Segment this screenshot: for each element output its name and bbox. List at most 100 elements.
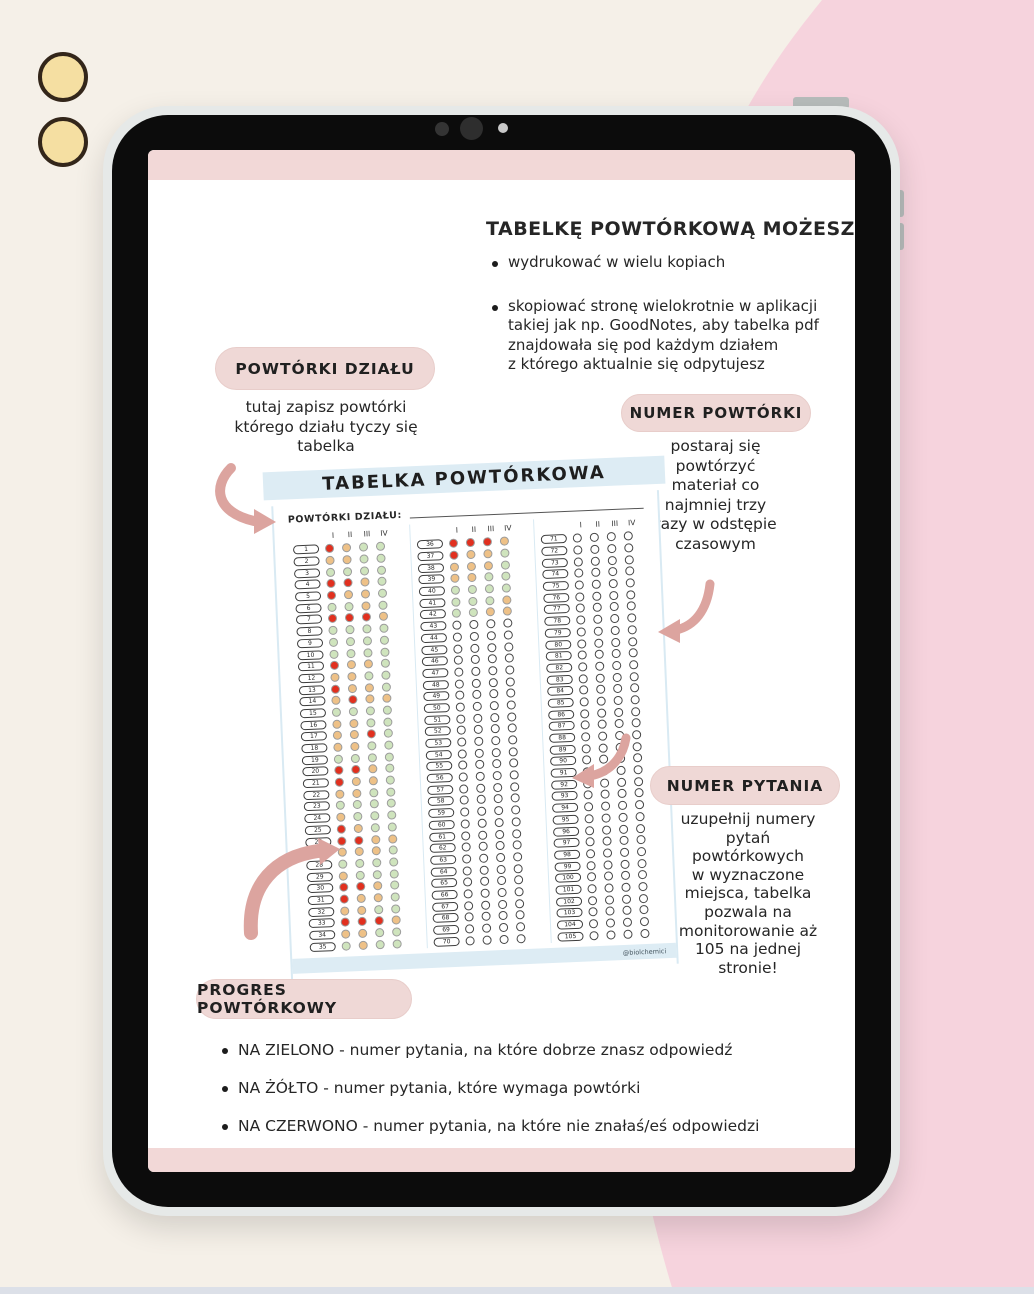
callout-pill-progres: PROGRES POWTÓRKOWY — [196, 979, 412, 1019]
progress-dot-icon — [334, 777, 345, 787]
progress-dot-icon — [622, 917, 633, 927]
progress-dot-icon — [355, 870, 365, 880]
progress-dot-icon — [486, 619, 496, 629]
progress-dot-icon — [484, 572, 494, 582]
question-number-cell: 34 — [309, 930, 336, 941]
progress-dot-icon — [368, 764, 378, 774]
progress-dot-icon — [580, 720, 590, 730]
question-number-cell: 7 — [295, 614, 323, 625]
progress-dot-icon — [392, 938, 402, 949]
progress-dot-icon — [608, 578, 618, 589]
question-number-cell: 37 — [417, 551, 444, 562]
progress-dot-icon — [371, 846, 381, 856]
header-spacer — [292, 531, 318, 541]
progress-dot-icon — [509, 758, 519, 768]
question-number-cell: 68 — [432, 913, 459, 924]
progress-dot-icon — [609, 602, 619, 612]
progress-dot-icon — [381, 670, 391, 680]
question-number-cell: 20 — [302, 766, 329, 777]
progress-dot-icon — [495, 841, 505, 851]
question-number-cell: 14 — [299, 696, 326, 707]
progress-dot-icon — [620, 859, 630, 869]
progress-dot-icon — [357, 905, 367, 915]
progress-dot-icon — [632, 753, 643, 763]
progress-dot-icon — [455, 702, 466, 712]
callout-pill-numer-powtorki: NUMER POWTÓRKI — [621, 394, 811, 432]
question-number-cell: 78 — [544, 616, 571, 627]
front-camera-icon — [460, 117, 483, 140]
decor-circle-icon — [38, 52, 88, 102]
question-number-cell: 71 — [540, 534, 568, 545]
question-number-cell: 82 — [546, 662, 573, 673]
legend-bullet-text: NA ZIELONO - numer pytania, na które dob… — [238, 1041, 733, 1059]
progress-dot-icon — [452, 620, 462, 631]
callout-pill-powtorki-dzialu: POWTÓRKI DZIAŁU — [215, 347, 435, 390]
progress-dot-icon — [391, 903, 401, 914]
legend-bullet-text: NA ŻÓŁTO - numer pytania, które wymaga p… — [238, 1079, 641, 1097]
question-number-cell: 61 — [429, 831, 456, 842]
progress-dot-icon — [368, 776, 379, 786]
progress-dot-icon — [500, 548, 510, 558]
attempt-column-header: I — [455, 525, 459, 535]
attempt-column-header: II — [471, 524, 477, 534]
progress-dot-icon — [358, 940, 368, 950]
question-number-cell: 57 — [427, 784, 454, 795]
progress-dot-icon — [588, 907, 598, 917]
progress-dot-icon — [475, 760, 485, 770]
progress-dot-icon — [376, 565, 387, 575]
question-number-cell: 101 — [555, 884, 582, 895]
question-number-cell: 103 — [556, 908, 583, 919]
question-number-cell: 51 — [424, 714, 451, 725]
progress-dot-icon — [471, 678, 482, 688]
progress-dot-icon — [330, 672, 340, 682]
progress-dot-icon — [332, 719, 342, 729]
progress-dot-icon — [348, 695, 358, 705]
header-spacer — [540, 521, 566, 531]
progress-dot-icon — [627, 613, 637, 623]
progress-dot-icon — [460, 819, 470, 829]
question-number-cell: 10 — [297, 649, 324, 660]
progress-dot-icon — [333, 754, 344, 764]
progress-dot-icon — [386, 787, 396, 797]
progress-dot-icon — [574, 580, 584, 590]
progress-dot-icon — [515, 922, 526, 932]
progress-dot-icon — [375, 939, 385, 950]
callout-pill-label: NUMER POWTÓRKI — [629, 404, 803, 422]
list-item: NA ŻÓŁTO - numer pytania, które wymaga p… — [222, 1078, 802, 1098]
progress-dot-icon — [378, 600, 388, 610]
progress-dot-icon — [637, 858, 647, 868]
progress-dot-icon — [597, 719, 607, 730]
progress-dot-icon — [372, 869, 382, 879]
table-column-group: I II III IV 71 72 73 74 75 76 77 78 79 80 81 82 83 84 85 86… — [533, 514, 664, 944]
progress-dot-icon — [357, 917, 367, 927]
progress-dot-icon — [584, 825, 595, 836]
progress-dot-icon — [360, 577, 370, 588]
progress-dot-icon — [337, 847, 347, 858]
question-number-cell: 62 — [429, 843, 456, 854]
progress-dot-icon — [613, 707, 624, 717]
progress-dot-icon — [328, 625, 338, 636]
progress-dot-icon — [367, 752, 378, 763]
progress-dot-icon — [613, 695, 623, 706]
question-number-cell: 80 — [545, 639, 572, 650]
progress-dot-icon — [625, 578, 635, 588]
progress-dot-icon — [375, 928, 385, 938]
question-number-cell: 85 — [547, 697, 574, 708]
progress-dot-icon — [449, 550, 459, 560]
progress-dot-icon — [510, 793, 520, 804]
progress-dot-icon — [512, 852, 523, 862]
progress-dot-icon — [327, 602, 337, 612]
progress-dot-icon — [342, 555, 352, 565]
progress-dot-icon — [343, 578, 353, 588]
progress-dot-icon — [616, 777, 627, 787]
progress-dot-icon — [477, 806, 487, 817]
question-number-cell: 45 — [421, 644, 448, 655]
progress-dot-icon — [504, 641, 514, 652]
progress-dot-icon — [580, 732, 591, 742]
question-number-cell: 52 — [424, 726, 451, 737]
progress-dot-icon — [358, 542, 369, 553]
progress-dot-icon — [347, 683, 358, 693]
progress-dot-icon — [327, 614, 338, 624]
progress-dot-icon — [600, 789, 610, 800]
progress-dot-icon — [578, 673, 588, 684]
